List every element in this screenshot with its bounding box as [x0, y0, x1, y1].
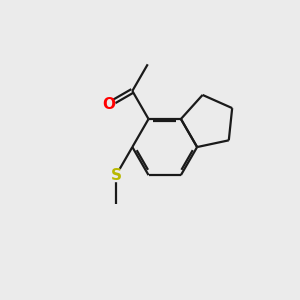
Circle shape — [102, 98, 115, 111]
Text: S: S — [111, 168, 122, 183]
Text: O: O — [102, 97, 115, 112]
Circle shape — [110, 169, 123, 182]
